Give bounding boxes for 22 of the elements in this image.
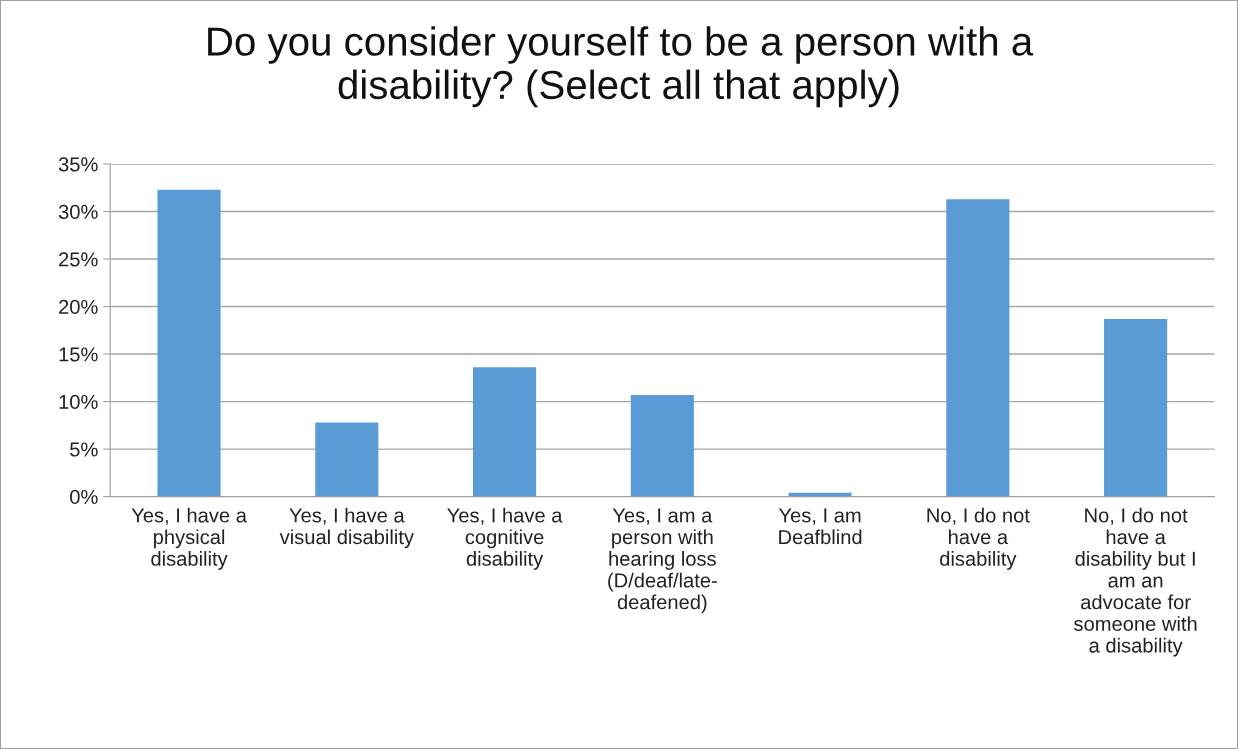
- y-tick-label: 25%: [59, 252, 98, 267]
- bar: [630, 394, 694, 497]
- bar: [1104, 318, 1168, 497]
- y-tick-label: 35%: [58, 157, 98, 172]
- bar: [473, 367, 537, 497]
- x-tick-label: No, I do not have a disability: [927, 507, 1030, 570]
- y-tick-label: 15%: [59, 347, 98, 362]
- x-tick-label: Yes, I have a physical disability: [131, 507, 247, 570]
- x-tick-label: Yes, I have a cognitive disability: [447, 507, 563, 570]
- bar: [315, 422, 379, 497]
- y-tick-label: 30%: [58, 204, 98, 220]
- y-tick-label: 20%: [59, 299, 98, 315]
- y-tick-label: 5%: [70, 442, 98, 457]
- x-tick-label: Yes, I am a person with hearing loss (D/deaf/late- deafened): [608, 508, 717, 614]
- bar: [946, 199, 1010, 497]
- bar: [157, 189, 221, 497]
- x-tick-label: No, I do not have a disability but I am an advocate for someone with a disability: [1074, 507, 1197, 657]
- chart-title: Do you consider yourself to be a person with a disability? (Select all that apply): [208, 26, 1034, 108]
- x-tick-label: Yes, I am Deafblind: [778, 508, 862, 545]
- y-tick-label: 10%: [59, 394, 98, 410]
- y-tick-label: 0%: [70, 489, 98, 505]
- x-tick-label: Yes, I have a visual disability: [279, 507, 414, 549]
